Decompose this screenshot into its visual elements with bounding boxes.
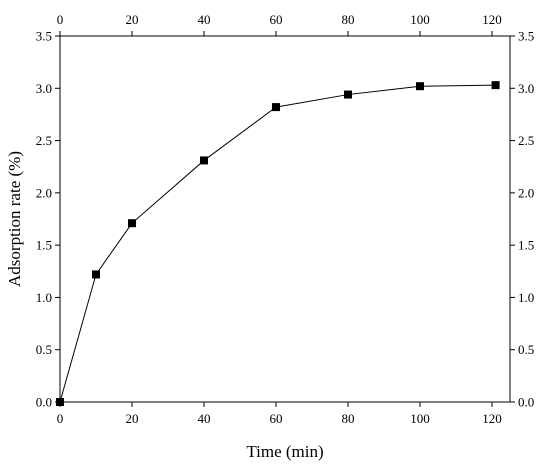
y-tick-label-left: 1.5 [36,238,52,253]
data-point [200,156,208,165]
x-tick-label-top: 0 [57,12,64,27]
x-tick-label-bottom: 100 [410,411,430,426]
y-tick-label-left: 2.0 [36,185,52,200]
y-tick-label-right: 2.0 [518,185,534,200]
x-tick-label-top: 100 [410,12,430,27]
y-axis-title: Adsorption rate (%) [5,151,24,287]
series-line [59,84,496,403]
data-point [92,270,100,279]
y-tick-label-right: 2.5 [518,133,534,148]
y-tick-label-right: 1.0 [518,290,534,305]
x-tick-label-bottom: 20 [126,411,139,426]
x-tick-label-top: 40 [198,12,211,27]
data-point [344,90,352,99]
y-tick-label-right: 1.5 [518,238,534,253]
data-point [128,219,136,228]
data-point [272,103,280,112]
x-tick-label-top: 120 [482,12,502,27]
x-axis-title: Time (min) [246,442,323,461]
y-tick-label-right: 0.0 [518,395,534,410]
y-tick-label-left: 1.0 [36,290,52,305]
x-tick-label-bottom: 40 [198,411,211,426]
y-tick-label-right: 0.5 [518,342,534,357]
data-point [491,81,500,90]
series-layer [56,81,500,406]
y-tick-label-left: 0.0 [36,395,52,410]
data-point [56,398,64,406]
x-tick-label-top: 80 [342,12,355,27]
y-tick-label-left: 3.5 [36,29,52,44]
plot-frame [59,35,511,403]
y-tick-label-left: 2.5 [36,133,52,148]
y-tick-label-left: 3.0 [36,81,52,96]
data-point [416,82,424,91]
x-tick-label-top: 20 [126,12,139,27]
y-tick-label-right: 3.0 [518,81,534,96]
y-tick-label-left: 0.5 [36,342,52,357]
y-tick-label-right: 3.5 [518,29,534,44]
x-tick-label-bottom: 60 [270,411,283,426]
x-tick-label-bottom: 80 [342,411,355,426]
x-tick-label-bottom: 0 [57,411,64,426]
x-tick-label-bottom: 120 [482,411,502,426]
ticks: 0 0 20 20 40 40 60 60 80 80 100 100 120 120 0.0 0.0 0.5 0… [36,12,535,426]
x-tick-label-top: 60 [270,12,283,27]
